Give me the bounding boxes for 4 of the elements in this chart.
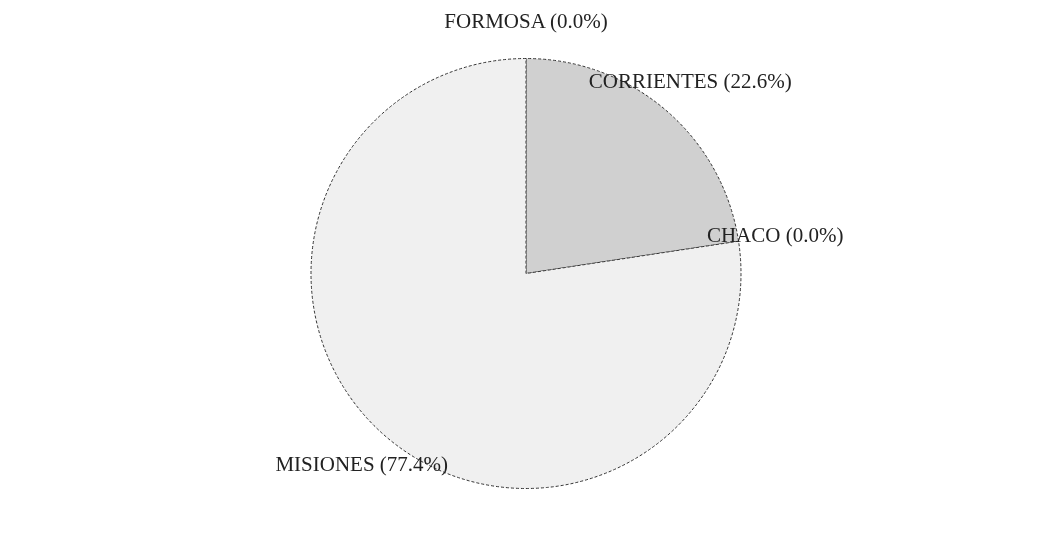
slice-label: MISIONES (77.4%) [275,451,449,476]
slice-label: CORRIENTES (22.6%) [588,69,792,94]
category-label: FORMOSA (0.0%) [444,8,608,33]
category-label: CHACO (0.0%) [706,222,844,247]
